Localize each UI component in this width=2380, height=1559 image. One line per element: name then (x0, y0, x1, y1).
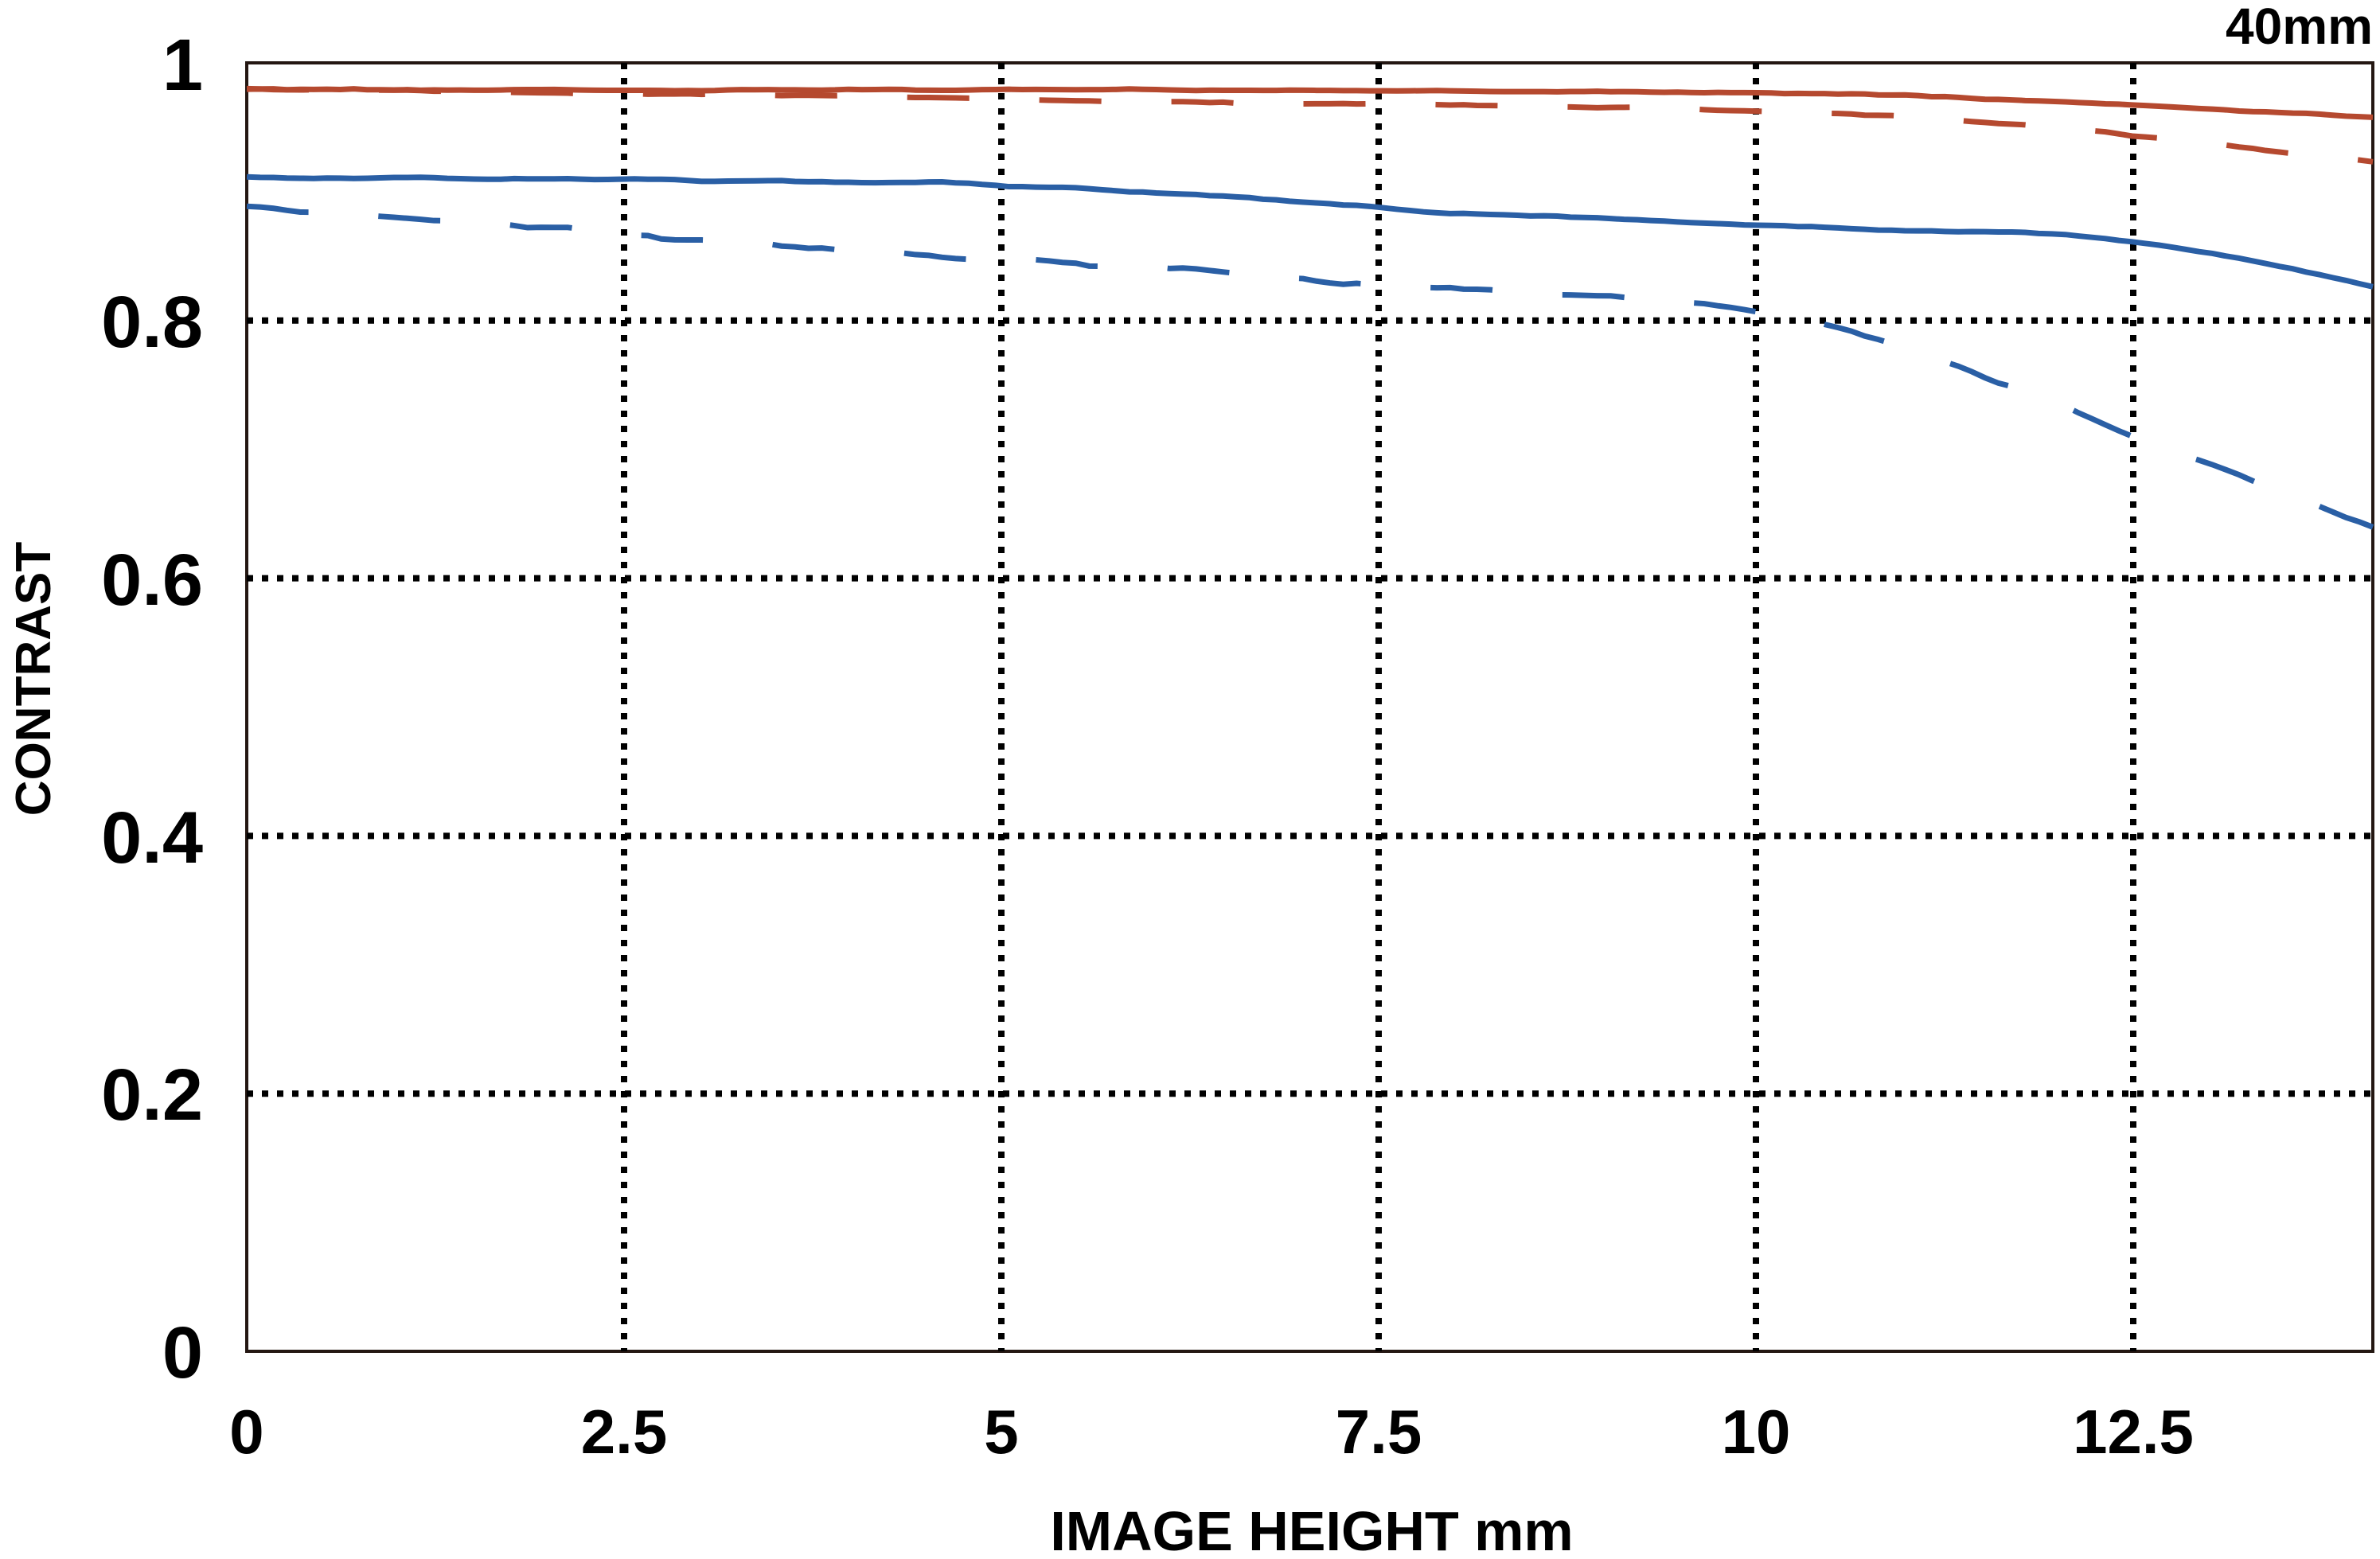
svg-text:0.6: 0.6 (101, 540, 203, 621)
svg-text:1: 1 (162, 25, 203, 106)
svg-text:0.8: 0.8 (101, 282, 203, 363)
svg-text:2.5: 2.5 (581, 1397, 667, 1467)
svg-text:0: 0 (162, 1312, 203, 1393)
svg-text:40mm: 40mm (2226, 0, 2373, 55)
svg-text:CONTRAST: CONTRAST (6, 542, 61, 817)
svg-text:12.5: 12.5 (2073, 1397, 2194, 1467)
svg-text:IMAGE HEIGHT mm: IMAGE HEIGHT mm (1050, 1500, 1573, 1555)
svg-text:7.5: 7.5 (1336, 1397, 1422, 1467)
svg-text:10: 10 (1722, 1397, 1791, 1467)
svg-text:5: 5 (984, 1397, 1018, 1467)
svg-text:0: 0 (229, 1397, 263, 1467)
svg-text:0.2: 0.2 (101, 1054, 203, 1136)
svg-text:0.4: 0.4 (101, 797, 203, 879)
